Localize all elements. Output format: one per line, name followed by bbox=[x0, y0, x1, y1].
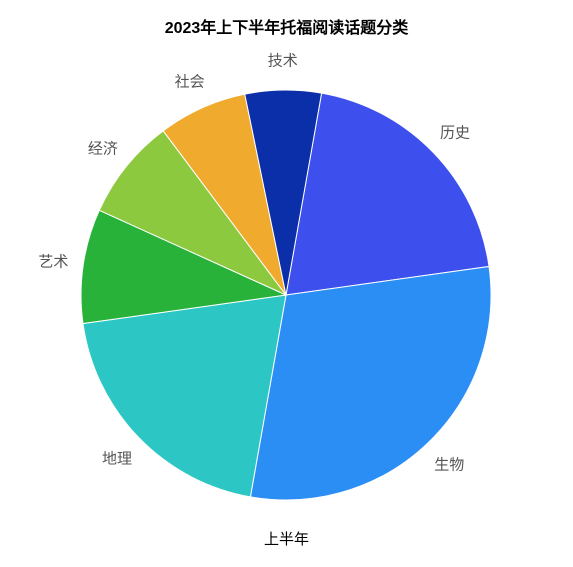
slice-label: 技术 bbox=[268, 50, 298, 71]
slice-label: 生物 bbox=[434, 454, 464, 475]
chart-subtitle: 上半年 bbox=[0, 528, 573, 549]
pie-chart-container: 2023年上下半年托福阅读话题分类 历史生物地理艺术经济社会技术 上半年 bbox=[0, 0, 573, 567]
slice-label: 艺术 bbox=[38, 251, 68, 272]
slice-label: 社会 bbox=[175, 70, 205, 91]
slice-label: 经济 bbox=[88, 137, 118, 158]
pie-chart bbox=[0, 0, 573, 567]
slice-label: 地理 bbox=[102, 448, 132, 469]
slice-label: 历史 bbox=[440, 121, 470, 142]
